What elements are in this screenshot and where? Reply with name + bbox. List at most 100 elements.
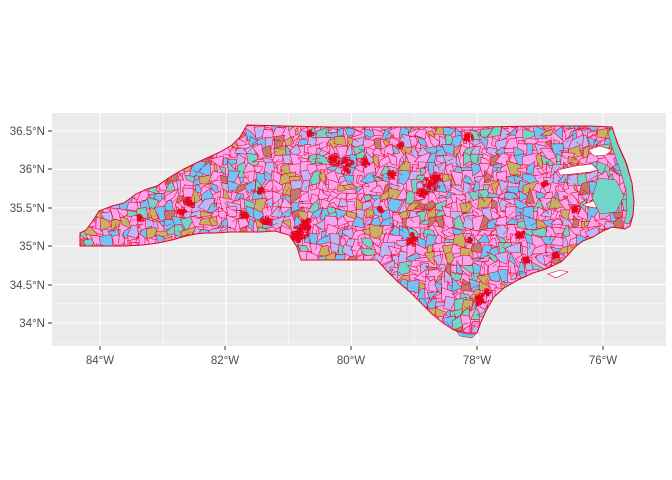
region-border bbox=[467, 182, 473, 187]
region-border bbox=[349, 179, 356, 188]
region-border bbox=[505, 180, 510, 183]
region-border bbox=[414, 196, 419, 202]
region-border bbox=[250, 188, 256, 194]
urban-tract bbox=[328, 160, 331, 163]
region-border bbox=[465, 165, 470, 168]
region-border bbox=[452, 271, 456, 275]
region-border bbox=[515, 214, 522, 217]
region-border bbox=[433, 247, 435, 252]
region-polygon bbox=[208, 215, 218, 227]
urban-tract bbox=[297, 235, 301, 240]
urban-tract bbox=[240, 213, 243, 216]
region-border bbox=[256, 151, 260, 157]
urban-tract bbox=[433, 171, 436, 174]
urban-tract bbox=[299, 223, 304, 228]
urban-tract bbox=[306, 228, 309, 231]
region-polygon bbox=[386, 152, 397, 166]
region-border bbox=[111, 219, 117, 221]
urban-tract bbox=[362, 159, 367, 164]
region-border bbox=[481, 259, 487, 270]
urban-tract bbox=[387, 170, 392, 174]
urban-tract bbox=[433, 180, 436, 184]
region-border bbox=[397, 227, 403, 232]
region-border bbox=[469, 322, 471, 333]
region-polygon bbox=[351, 216, 366, 229]
urban-tract bbox=[433, 187, 435, 190]
region-border bbox=[119, 212, 125, 217]
region-border bbox=[545, 257, 553, 267]
region-border bbox=[149, 213, 153, 217]
region-border bbox=[374, 179, 380, 187]
region-border bbox=[393, 213, 402, 216]
region-border bbox=[355, 159, 362, 163]
region-border bbox=[357, 174, 361, 184]
urban-tract bbox=[351, 163, 353, 166]
region-border bbox=[468, 252, 470, 256]
urban-tract bbox=[521, 231, 525, 235]
region-border bbox=[394, 249, 401, 257]
region-border bbox=[415, 264, 424, 268]
region-border bbox=[400, 140, 406, 147]
urban-tract bbox=[432, 174, 436, 178]
region-border bbox=[223, 201, 231, 211]
region-border bbox=[462, 282, 471, 287]
region-border bbox=[303, 151, 312, 154]
region-border bbox=[406, 209, 409, 217]
region-border bbox=[468, 202, 473, 204]
urban-tract bbox=[184, 201, 188, 206]
region-border bbox=[502, 238, 511, 246]
region-border bbox=[436, 149, 442, 152]
region-polygon bbox=[308, 206, 324, 222]
region-border bbox=[399, 159, 405, 165]
urban-tract bbox=[469, 238, 473, 242]
region-border bbox=[554, 193, 559, 202]
region-border bbox=[583, 221, 586, 228]
region-border bbox=[552, 207, 558, 216]
urban-tract bbox=[138, 219, 142, 222]
region-border bbox=[177, 229, 182, 235]
urban-tract bbox=[574, 209, 576, 212]
region-border bbox=[602, 165, 607, 175]
region-border bbox=[551, 130, 557, 135]
region-polygon bbox=[494, 215, 508, 226]
region-border bbox=[541, 205, 545, 213]
region-border bbox=[566, 133, 573, 143]
urban-tract bbox=[409, 239, 414, 244]
region-border bbox=[575, 141, 583, 147]
coastal-inlet bbox=[455, 330, 477, 339]
region-border bbox=[377, 176, 383, 178]
urban-tract bbox=[298, 235, 303, 239]
region-border bbox=[167, 177, 172, 185]
region-polygon bbox=[581, 134, 590, 150]
region-polygon bbox=[525, 187, 535, 204]
region-border bbox=[533, 162, 540, 169]
urban-tract bbox=[388, 173, 391, 177]
region-border bbox=[290, 210, 294, 215]
region-border bbox=[485, 278, 489, 283]
region-border bbox=[213, 197, 216, 208]
urban-tract bbox=[265, 215, 269, 220]
region-border bbox=[250, 224, 255, 229]
region-border bbox=[546, 128, 552, 131]
y-axis: 34°N 34.5°N 35°N 35.5°N 36°N 36.5°N bbox=[10, 126, 52, 330]
region-border bbox=[423, 298, 430, 309]
region-border bbox=[377, 174, 384, 178]
region-border bbox=[203, 185, 213, 190]
region-border bbox=[362, 185, 370, 187]
region-border bbox=[284, 186, 290, 194]
region-border bbox=[185, 231, 191, 236]
region-border bbox=[432, 245, 434, 253]
region-border bbox=[447, 231, 456, 235]
urban-tract bbox=[440, 178, 443, 182]
region-border bbox=[414, 201, 421, 205]
urban-tract bbox=[554, 253, 558, 256]
region-border bbox=[277, 138, 280, 142]
region-border bbox=[516, 272, 523, 275]
urban-tract bbox=[336, 155, 339, 159]
urban-tract bbox=[575, 209, 578, 212]
region-border bbox=[482, 221, 491, 227]
urban-tract bbox=[344, 160, 347, 163]
region-border bbox=[490, 246, 500, 248]
region-border bbox=[495, 214, 501, 220]
urban-tract bbox=[435, 178, 439, 182]
